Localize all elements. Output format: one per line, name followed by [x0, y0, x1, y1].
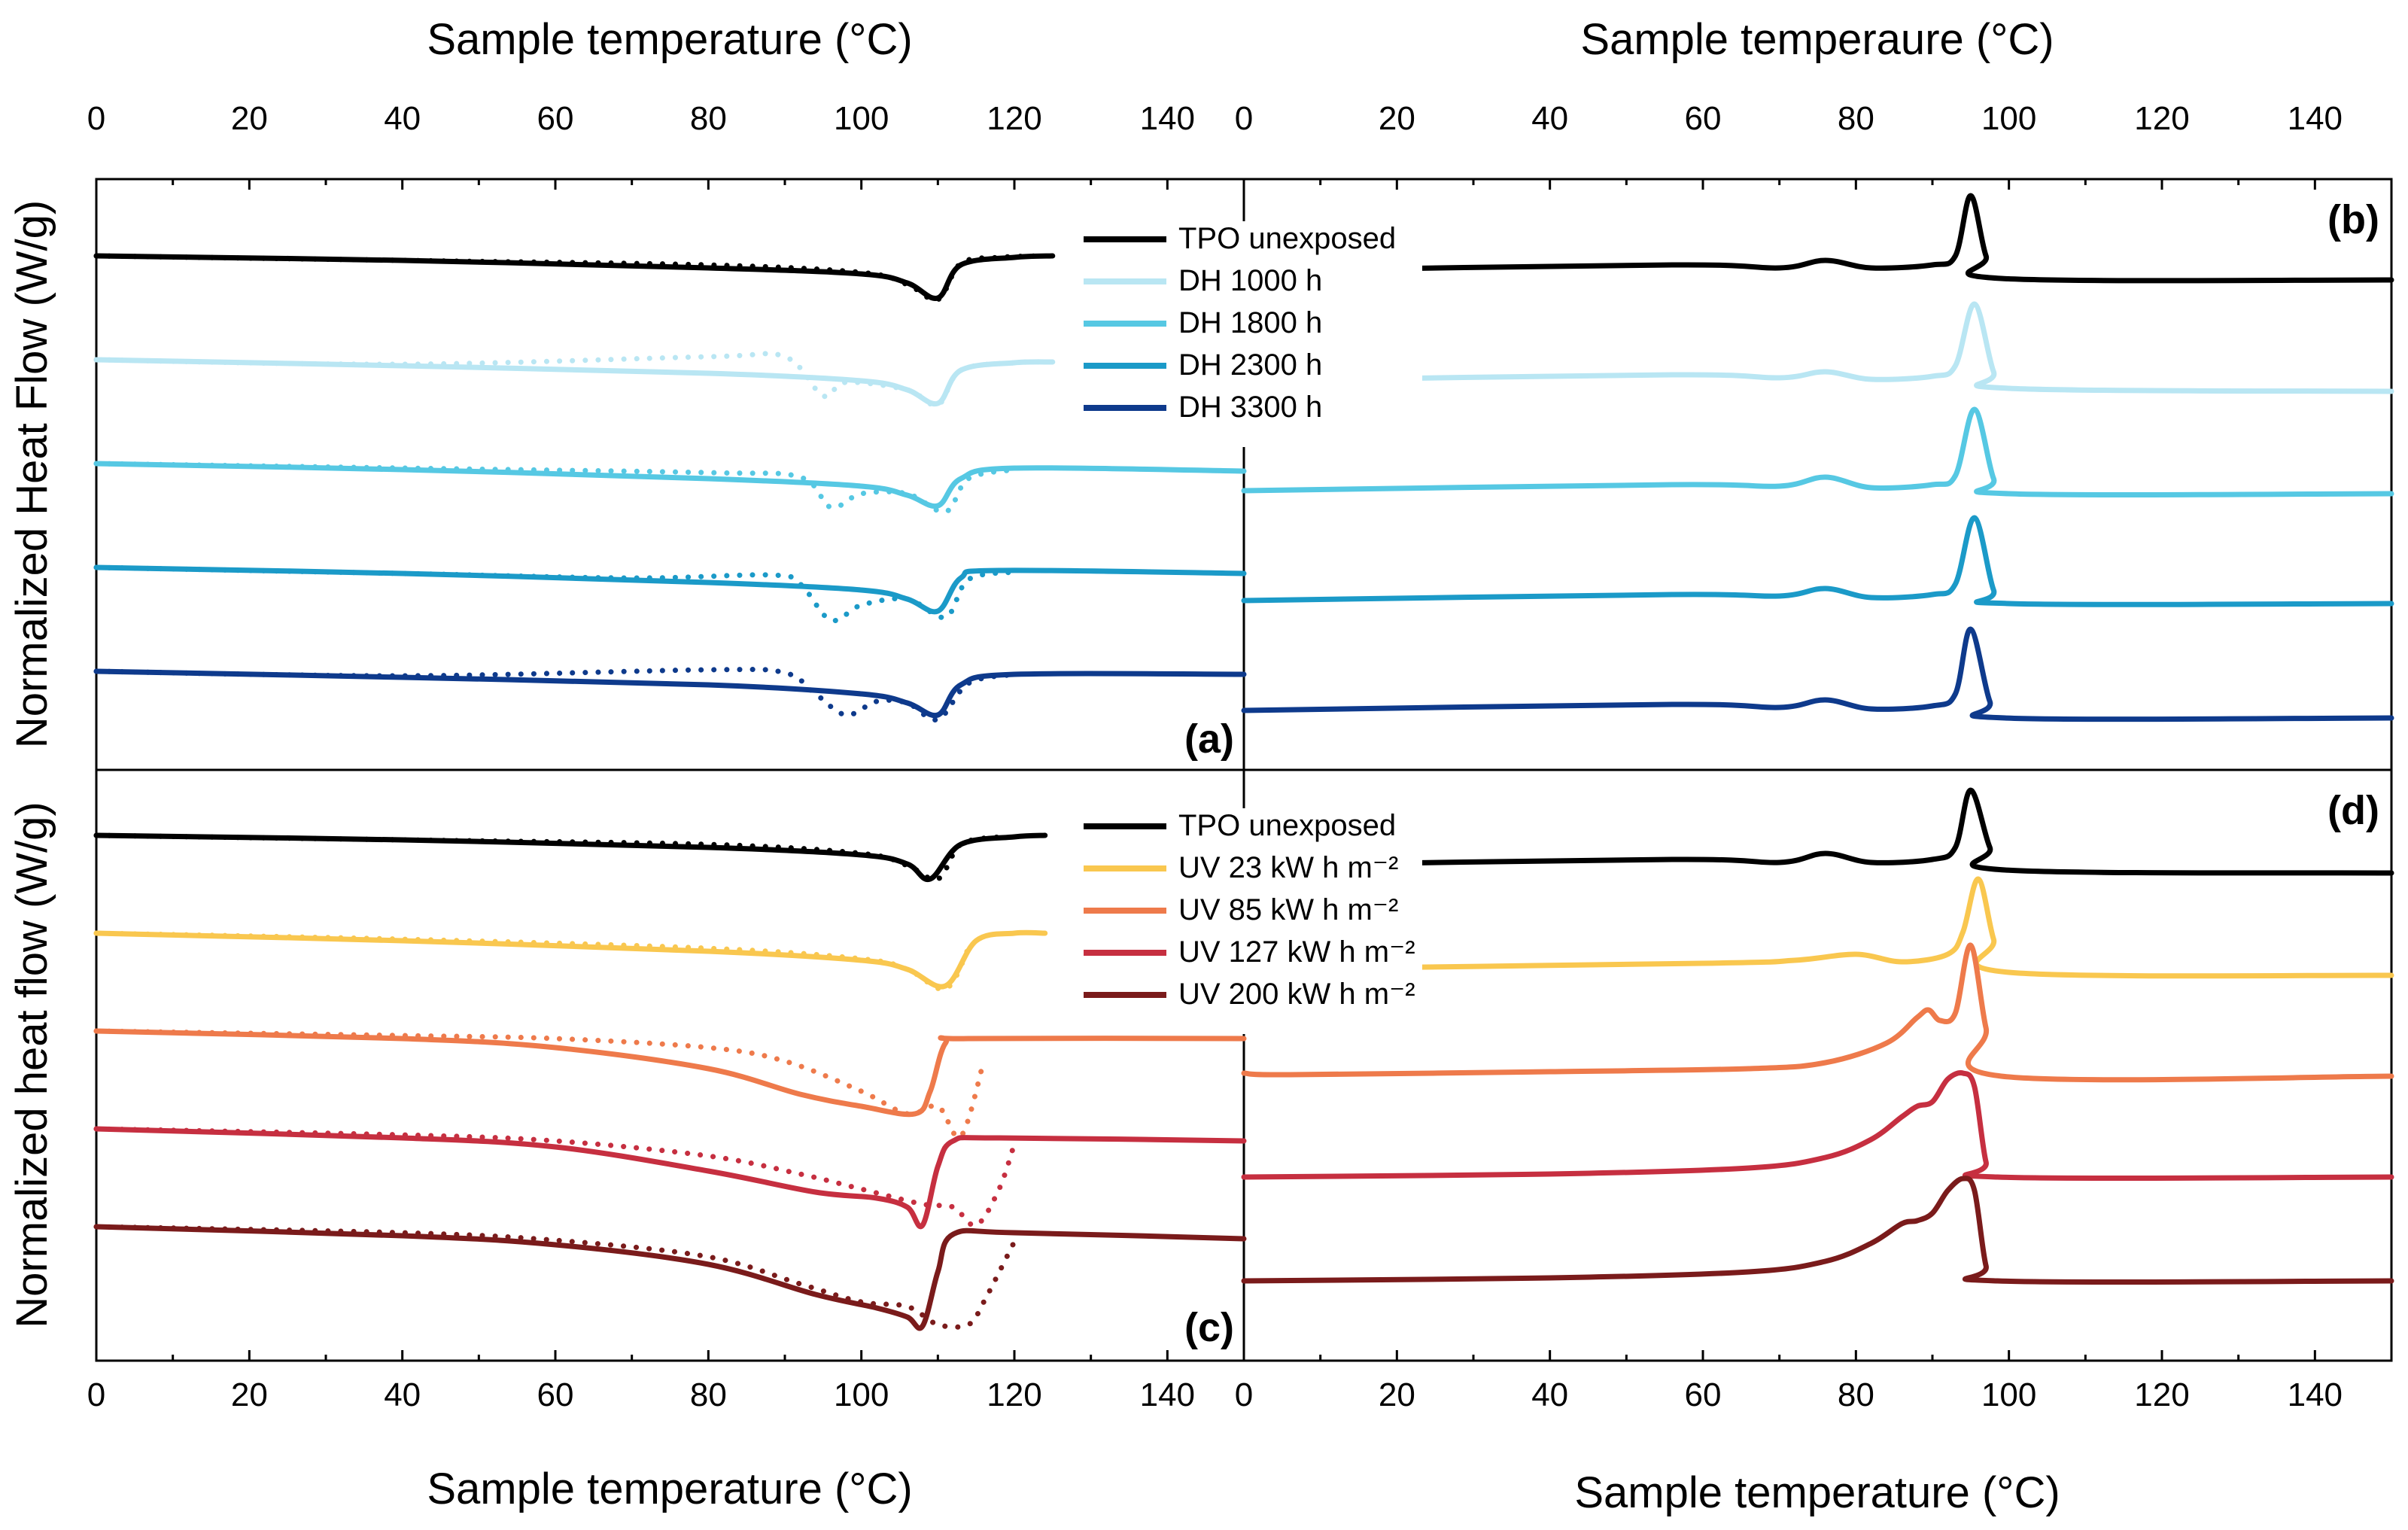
legend-label: TPO unexposed: [1178, 809, 1396, 842]
series-line-1: [93, 253, 1056, 301]
curves-panel-d: [1241, 787, 2394, 1285]
panel-label-d: (d): [2327, 788, 2379, 833]
panel-label-c: (c): [1184, 1305, 1234, 1350]
tick-label: 0: [87, 100, 105, 137]
tick-label: 140: [2288, 1376, 2343, 1413]
tick-label: 20: [1379, 1376, 1415, 1413]
series-line-3: [1241, 406, 2394, 497]
series-line-4: [1241, 515, 2394, 607]
series-line-2: [1241, 876, 2394, 979]
series-line-1: [1241, 193, 2394, 284]
xlabel-top-a: Sample temperature (°C): [427, 15, 912, 64]
series-line-5: [1241, 626, 2394, 722]
xlabel-top-b: Sample temperaure (°C): [1580, 15, 2054, 64]
tick-label: 120: [2134, 100, 2189, 137]
curves-panel-a: [93, 253, 1247, 722]
series-line-3: [93, 461, 1247, 509]
series-line-5: [1241, 1176, 2394, 1285]
legend-a: TPO unexposed DH 1000 h DH 1800 h DH 2300 h…: [1069, 221, 1422, 447]
series-line-2: [93, 357, 1056, 407]
series-line-5: [93, 668, 1247, 719]
legend-label: DH 3300 h: [1178, 391, 1322, 424]
tick-label: 40: [384, 100, 421, 137]
panel-label-a: (a): [1184, 716, 1234, 762]
series-line-1: [93, 832, 1048, 883]
tick-label: 0: [1235, 100, 1253, 137]
top-ticks-b: 0 20 40 60 80 100 120 140: [1235, 100, 2343, 190]
tick-label: 40: [1531, 100, 1568, 137]
tick-label: 60: [1685, 1376, 1722, 1413]
bottom-ticks-d: 0 20 40 60 80 100 120 140: [1235, 1350, 2343, 1413]
tick-label: 80: [1838, 1376, 1874, 1413]
tick-label: 140: [1140, 1376, 1195, 1413]
tick-label: 20: [1379, 100, 1415, 137]
legend-label: DH 2300 h: [1178, 348, 1322, 382]
series-dotted-2: [93, 351, 1056, 409]
bottom-ticks-c: 0 20 40 60 80 100 120 140: [87, 1350, 1195, 1413]
tick-label: 100: [1981, 100, 2036, 137]
series-line-3: [1241, 942, 2394, 1083]
xlabel-bottom-c: Sample temperature (°C): [427, 1465, 912, 1513]
tick-label: 0: [87, 1376, 105, 1413]
tick-label: 120: [987, 100, 1041, 137]
tick-label: 100: [834, 1376, 889, 1413]
curves-panel-b: [1241, 193, 2394, 722]
legend-label: UV 127 kW h m⁻²: [1178, 935, 1415, 969]
legend-label: UV 23 kW h m⁻²: [1178, 851, 1398, 884]
series-line-2: [93, 929, 1048, 990]
series-line-5: [93, 1224, 1247, 1331]
tick-label: 60: [537, 100, 574, 137]
legend-label: TPO unexposed: [1178, 222, 1396, 255]
tick-label: 100: [1981, 1376, 2036, 1413]
tick-label: 140: [1140, 100, 1195, 137]
tick-label: 20: [231, 1376, 268, 1413]
legend-label: UV 85 kW h m⁻²: [1178, 893, 1398, 926]
tick-label: 140: [2288, 100, 2343, 137]
tick-label: 40: [384, 1376, 421, 1413]
series-line-4: [1241, 1070, 2394, 1181]
panel-label-b: (b): [2327, 197, 2379, 242]
tick-label: 80: [690, 100, 727, 137]
curves-panel-c: [93, 832, 1247, 1331]
tick-label: 100: [834, 100, 889, 137]
series-dotted-3: [93, 1028, 987, 1140]
tick-label: 20: [231, 100, 268, 137]
series-line-3: [93, 1028, 1247, 1118]
series-dotted-2: [93, 930, 971, 993]
ylabel-a: Normalized Heat Flow (W/g): [8, 200, 56, 748]
tick-label: 80: [1838, 100, 1874, 137]
tick-label: 120: [2134, 1376, 2189, 1413]
tick-label: 40: [1531, 1376, 1568, 1413]
series-line-1: [1241, 787, 2394, 876]
tick-label: 80: [690, 1376, 727, 1413]
series-dotted-4: [93, 1126, 1017, 1228]
legend-label: DH 1000 h: [1178, 264, 1322, 297]
legend-label: UV 200 kW h m⁻²: [1178, 978, 1415, 1011]
legend-c: TPO unexposed UV 23 kW h m⁻² UV 85 kW h m⁻…: [1069, 808, 1422, 1034]
ylabel-c: Normalized heat flow (W/g): [8, 802, 56, 1328]
tick-label: 60: [537, 1376, 574, 1413]
series-line-4: [93, 564, 1247, 615]
top-ticks-a: 0 20 40 60 80 100 120 140: [87, 100, 1195, 190]
tick-label: 0: [1235, 1376, 1253, 1413]
xlabel-bottom-d: Sample temperature (°C): [1574, 1468, 2060, 1517]
series-line-2: [1241, 301, 2394, 394]
panel-d-frame: [1242, 768, 2393, 1362]
series-dotted-1: [93, 832, 1002, 883]
tick-label: 60: [1685, 100, 1722, 137]
tick-label: 120: [987, 1376, 1041, 1413]
series-dotted-1: [93, 253, 1048, 303]
series-dotted-5: [93, 1224, 1017, 1330]
series-line-4: [93, 1126, 1247, 1230]
legend-label: DH 1800 h: [1178, 306, 1322, 339]
